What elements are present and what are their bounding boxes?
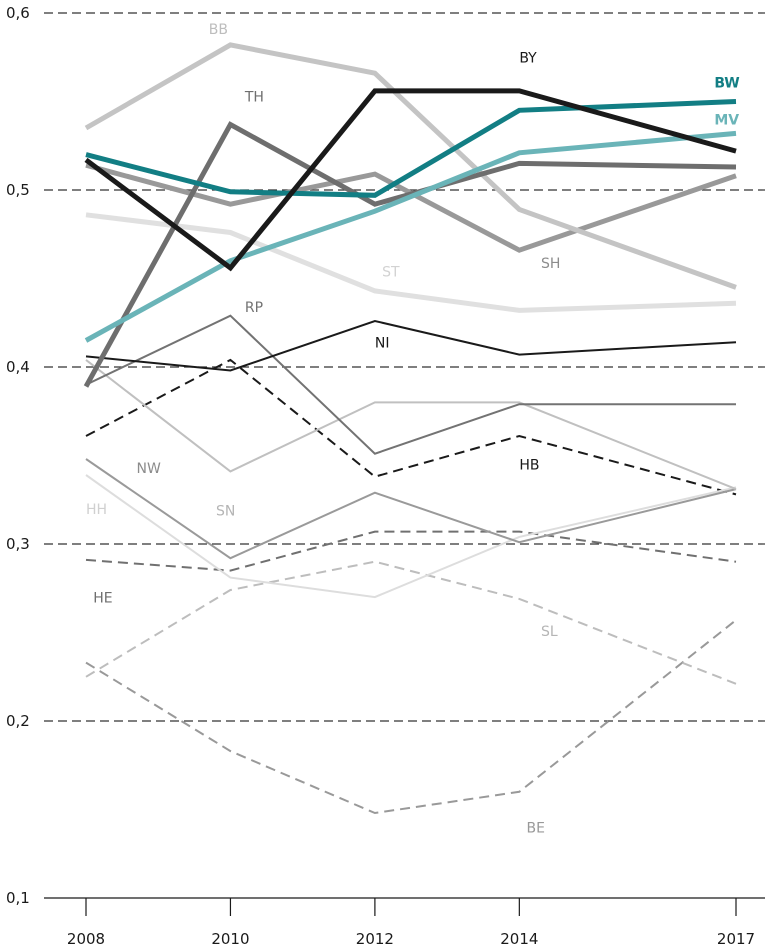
x-tick-label: 2014 <box>500 930 538 948</box>
y-tick-label: 0,4 <box>6 358 30 376</box>
series-label-st: ST <box>382 265 400 281</box>
y-tick-label: 0,1 <box>6 889 30 907</box>
series-line-hb <box>85 358 737 496</box>
x-tick-label: 2010 <box>211 930 249 948</box>
series-line-rp <box>85 314 736 455</box>
series-label-hh: HH <box>86 502 107 518</box>
y-tick-label: 0,6 <box>6 4 30 22</box>
series-line-sh <box>85 162 737 253</box>
series-line-sl <box>85 560 737 685</box>
series-label-sn: SN <box>216 504 235 520</box>
series-label-th: TH <box>244 90 264 106</box>
series-line-mv <box>84 130 737 343</box>
series-label-mv: MV <box>714 113 739 129</box>
series-label-by: BY <box>519 51 537 67</box>
series-line-bb <box>84 42 737 290</box>
series-line-nw <box>85 458 737 560</box>
series-line-st <box>85 212 737 313</box>
y-tick-label: 0,3 <box>6 535 30 553</box>
x-tick-label: 2017 <box>717 930 755 948</box>
x-tick-label: 2012 <box>356 930 394 948</box>
gridlines <box>44 12 765 722</box>
series-label-rp: RP <box>245 300 263 316</box>
series-label-bw: BW <box>714 75 739 91</box>
series-line-by <box>84 88 737 272</box>
series-label-be: BE <box>527 821 545 837</box>
series-line-th <box>83 121 737 388</box>
x-tick-label: 2008 <box>67 930 105 948</box>
series-line-sn <box>85 359 737 491</box>
series-lines <box>83 42 737 815</box>
axes: 0,6 0,5 0,4 0,3 0,2 0,1 2008 2010 2012 2014 2017 <box>6 4 765 948</box>
series-label-hb: HB <box>519 458 539 474</box>
series-label-bb: BB <box>209 22 228 38</box>
series-line-be <box>85 619 737 815</box>
series-line-he <box>85 530 737 572</box>
series-line-ni <box>85 319 737 372</box>
series-labels: BB TH BY BW MV SH ST RP NI NW HB SN HH HE SL BE <box>86 22 740 836</box>
series-line-bw <box>85 99 737 198</box>
series-label-ni: NI <box>375 336 390 352</box>
series-label-he: HE <box>93 590 112 606</box>
series-label-sl: SL <box>541 624 558 640</box>
y-tick-label: 0,2 <box>6 712 30 730</box>
series-label-nw: NW <box>137 461 161 477</box>
series-line-hh <box>85 474 737 599</box>
y-tick-label: 0,5 <box>6 181 30 199</box>
series-label-sh: SH <box>541 256 560 272</box>
